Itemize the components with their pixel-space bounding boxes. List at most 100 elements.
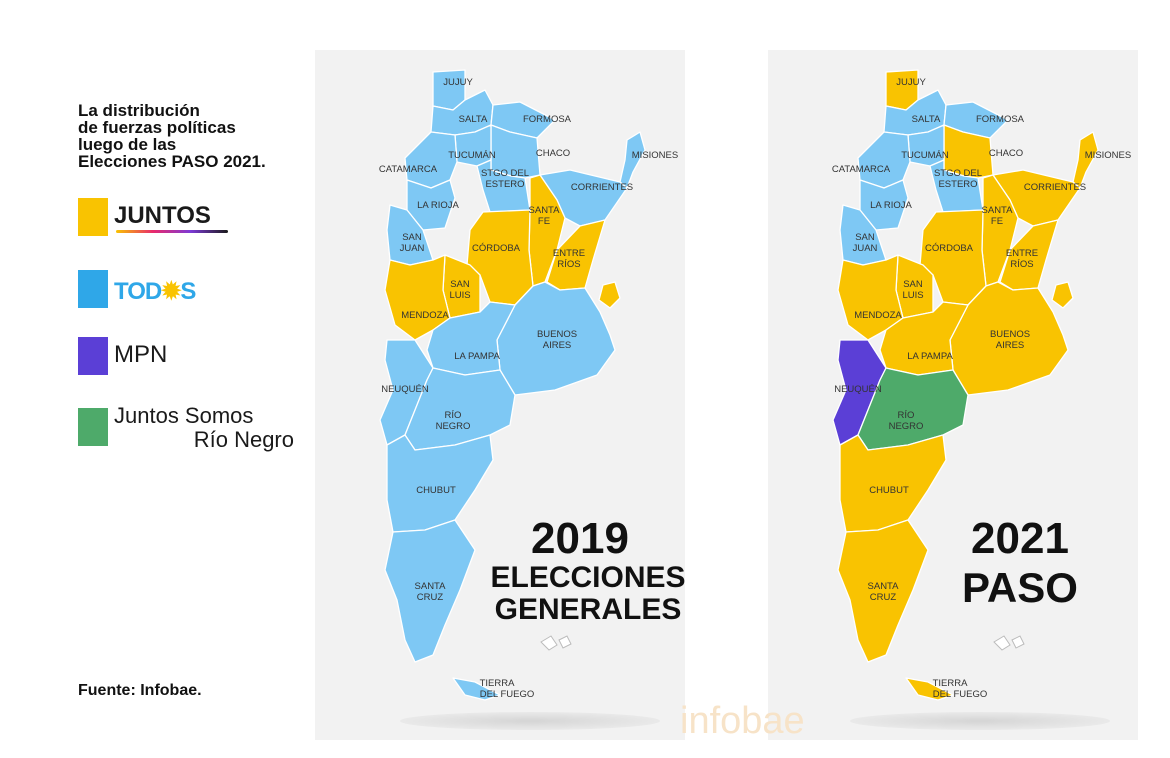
province-label-chubut: CHUBUT [416,485,456,496]
province-chubut [386,434,494,533]
province-label-chaco: CHACO [989,148,1023,159]
map-subtitle-2019-line1: ELECCIONES [490,561,686,594]
legend-swatch-juntos [78,198,108,236]
legend-label-jsrn-line2: Río Negro [193,427,294,452]
legend-label-juntos: JUNTOS [114,202,211,229]
legend-swatch-todos [78,270,108,308]
province-label-catamarca: CATAMARCA [379,164,438,175]
province-label-corrientes: CORRIENTES [571,182,633,193]
province-label-san-juan-2: JUAN [853,243,878,254]
province-label-tierra-2: DEL FUEGO [480,689,535,700]
province-santa-cruz [837,519,929,663]
province-label-san-luis-2: LUIS [902,290,923,301]
legend-item-todos: TOD✹S [78,270,278,310]
province-label-santa-fe-2: FE [538,216,550,227]
malvinas-islands [540,635,572,651]
province-label-san-luis-1: SAN [903,279,923,290]
map-shadow-2021 [850,712,1110,730]
province-label-mendoza: MENDOZA [854,310,902,321]
province-la-pampa [426,301,516,376]
province-label-san-luis-1: SAN [450,279,470,290]
province-label-rio-negro-1: RÍO [445,410,462,421]
legend-label-todos: TOD✹S [114,277,196,306]
province-label-chaco: CHACO [536,148,570,159]
province-label-neuquen: NEUQUÉN [381,384,429,395]
source-note: Fuente: Infobae. [78,682,202,699]
province-label-jujuy: JUJUY [443,77,473,88]
province-label-stgo-1: STGO DEL [934,168,982,179]
map-panel-2021: JUJUY SALTA FORMOSA MISIONES CHACO TUCUMÁN CAT… [768,50,1138,740]
province-label-tierra-2: DEL FUEGO [933,689,988,700]
map-year-2019: 2019 [531,514,629,563]
province-label-cordoba: CÓRDOBA [925,243,974,254]
province-entre-rios [999,219,1059,291]
province-label-rio-negro-2: NEGRO [889,421,924,432]
province-label-entre-rios-1: ENTRE [553,248,585,259]
province-label-chubut: CHUBUT [869,485,909,496]
watermark: infobae [680,700,805,742]
province-label-rio-negro-2: NEGRO [436,421,471,432]
map-2021: JUJUY SALTA FORMOSA MISIONES CHACO TUCUMÁN CAT… [832,69,1131,701]
legend-item-juntos: JUNTOS [78,198,278,238]
province-label-santa-fe-1: SANTA [982,205,1014,216]
province-label-santa-cruz-2: CRUZ [870,592,897,603]
province-label-la-pampa: LA PAMPA [454,351,500,362]
province-misiones [1072,131,1099,189]
province-la-pampa [879,301,969,376]
todos-logo-text: TOD [114,278,162,305]
province-tierra-del-fuego [905,677,954,701]
province-label-santa-cruz-1: SANTA [415,581,447,592]
legend-swatch-mpn [78,337,108,375]
province-label-san-juan-1: SAN [402,232,422,243]
map-year-2021: 2021 [971,514,1069,563]
province-label-rio-negro-1: RÍO [898,410,915,421]
province-chubut [839,434,947,533]
province-label-cordoba: CÓRDOBA [472,243,521,254]
province-label-salta: SALTA [912,114,941,125]
province-label-san-juan-2: JUAN [400,243,425,254]
province-label-santa-cruz-2: CRUZ [417,592,444,603]
todos-logo-text-end: S [180,278,196,305]
province-label-salta: SALTA [459,114,488,125]
map-2019: JUJUY SALTA FORMOSA MISIONES CHACO TUCUMÁN CAT… [379,69,678,701]
province-label-buenos-aires-1: BUENOS [990,329,1030,340]
province-label-entre-rios-2: RÍOS [557,259,580,270]
sun-icon: ✹ [161,278,181,305]
chart-title: La distribución de fuerzas políticas lue… [78,101,266,171]
province-label-buenos-aires-2: AIRES [996,340,1025,351]
province-label-san-luis-2: LUIS [449,290,470,301]
province-label-formosa: FORMOSA [976,114,1025,125]
province-label-la-rioja: LA RIOJA [870,200,912,211]
province-caba [1051,281,1074,309]
province-label-tucuman: TUCUMÁN [448,150,496,161]
province-label-entre-rios-2: RÍOS [1010,259,1033,270]
province-label-misiones: MISIONES [1085,150,1131,161]
legend-label-jsrn: Juntos Somos Río Negro [114,404,294,452]
province-stgo [476,159,531,213]
province-santa-cruz [384,519,476,663]
legend-item-mpn: MPN [78,337,278,377]
province-label-mendoza: MENDOZA [401,310,449,321]
province-misiones [619,131,646,189]
province-entre-rios [546,219,606,291]
legend-swatch-jsrn [78,408,108,446]
province-tierra-del-fuego [452,677,501,701]
province-label-neuquen: NEUQUÉN [834,384,882,395]
province-label-catamarca: CATAMARCA [832,164,891,175]
malvinas-islands [993,635,1025,651]
province-label-stgo-2: ESTERO [938,179,977,190]
map-subtitle-2021: PASO [962,564,1078,611]
map-panel-2019: JUJUY SALTA FORMOSA MISIONES CHACO TUCUMÁN CAT… [315,50,685,740]
province-label-buenos-aires-2: AIRES [543,340,572,351]
legend-item-jsrn: Juntos Somos Río Negro [78,404,308,456]
province-label-jujuy: JUJUY [896,77,926,88]
legend-label-mpn: MPN [114,341,168,368]
province-label-corrientes: CORRIENTES [1024,182,1086,193]
province-label-stgo-2: ESTERO [485,179,524,190]
map-subtitle-2019-line2: GENERALES [494,593,682,626]
legend-label-jsrn-line1: Juntos Somos [114,403,254,428]
province-caba [598,281,621,309]
province-label-santa-cruz-1: SANTA [868,581,900,592]
province-label-buenos-aires-1: BUENOS [537,329,577,340]
province-label-la-pampa: LA PAMPA [907,351,953,362]
